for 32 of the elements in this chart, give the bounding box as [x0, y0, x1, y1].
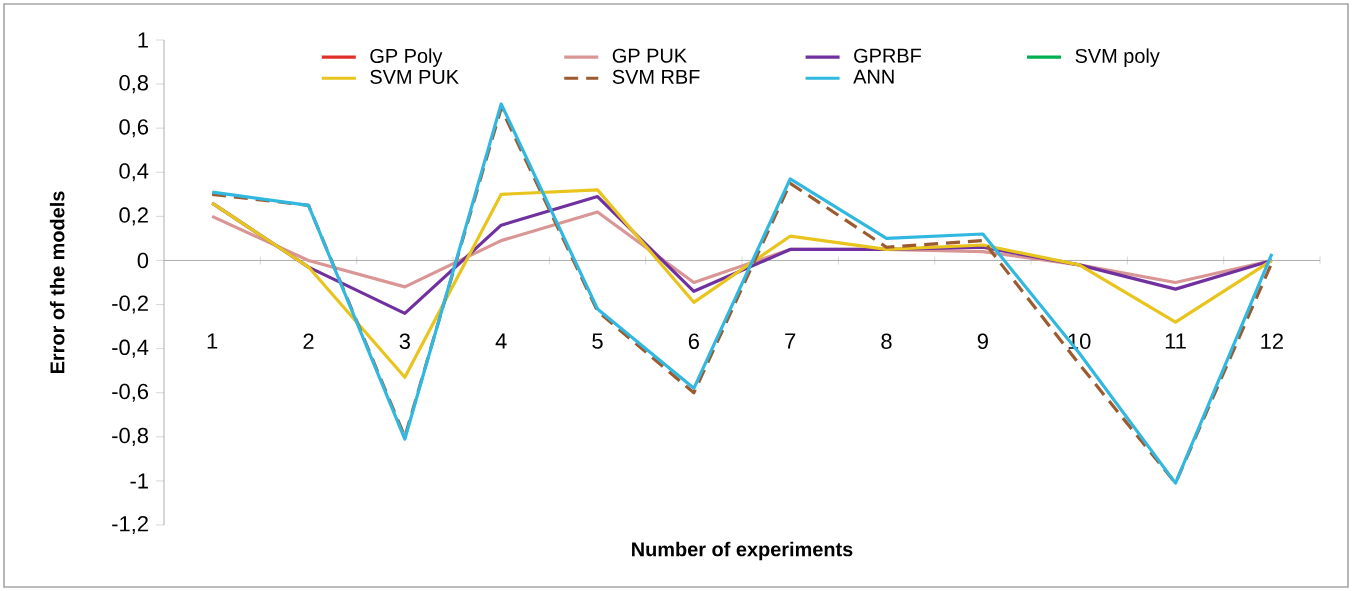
legend-label: GP Poly [370, 48, 443, 67]
x-axis-title: Number of experiments [632, 541, 853, 561]
y-tick-label: 0,4 [119, 163, 149, 182]
legend-label: SVM PUK [370, 69, 459, 84]
y-tick-label: 0,2 [119, 207, 148, 226]
y-tick-label: -0,8 [112, 427, 149, 446]
x-tick-label: 5 [592, 333, 603, 349]
x-tick-label: 4 [495, 333, 507, 349]
x-tick-label: 12 [1261, 333, 1283, 349]
y-tick-label: 0,8 [119, 75, 149, 94]
x-tick-label: 9 [977, 333, 988, 349]
y-tick-label: -0,2 [112, 295, 148, 314]
y-tick-label: 0 [137, 252, 149, 269]
y-tick-label: -0,4 [112, 339, 149, 358]
legend-label: ANN [853, 69, 894, 84]
y-tick-label: 1 [138, 32, 148, 48]
x-tick-label: 8 [881, 333, 892, 349]
legend-label: SVM poly [1075, 48, 1160, 67]
y-tick-label: -0,6 [112, 383, 149, 402]
x-tick-label: 7 [785, 333, 796, 349]
x-tick-label: 3 [399, 333, 410, 349]
x-tick-label: 1 [207, 333, 218, 349]
x-tick-label: 2 [303, 333, 314, 349]
y-tick-label: -1,2 [112, 515, 148, 535]
x-tick-label: 11 [1165, 333, 1186, 349]
y-axis-title: Error of the models [49, 191, 65, 374]
y-tick-label: -1 [130, 473, 148, 489]
x-tick-label: 6 [688, 333, 699, 349]
legend-label: SVM RBF [612, 69, 700, 84]
y-tick-label: 0,6 [119, 119, 149, 138]
legend-label: GP PUK [612, 48, 687, 63]
legend-label: GPRBF [854, 48, 921, 63]
